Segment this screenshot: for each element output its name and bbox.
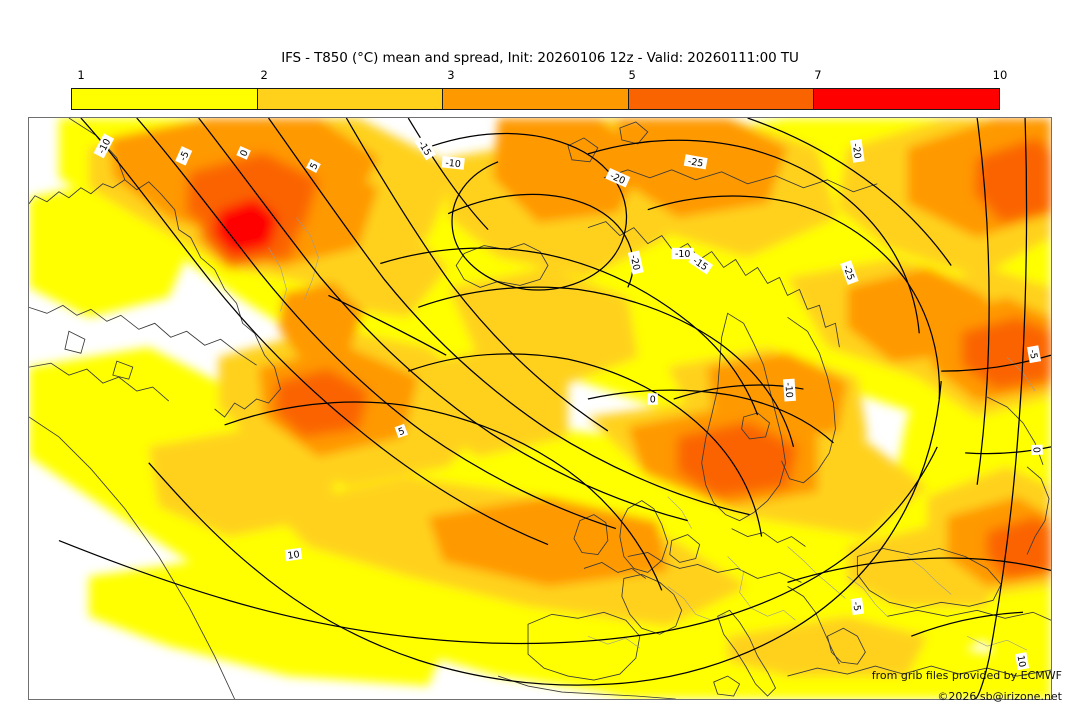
colorbar-band-2 xyxy=(257,89,444,109)
coastlines xyxy=(29,118,1051,699)
credit-copyright: ©2026 sb@irizone.net xyxy=(937,690,1062,703)
contour-label: 10 xyxy=(1015,652,1030,671)
colorbar-gradient xyxy=(71,88,1000,110)
contour-label: 5 xyxy=(306,158,321,173)
colorbar-tick-5: 5 xyxy=(628,68,636,82)
contour-label: 0 xyxy=(236,145,251,160)
colorbar-tick-1: 1 xyxy=(77,68,85,82)
colorbar-tick-10: 10 xyxy=(992,68,1008,82)
colorbar: 1 2 3 5 7 10 xyxy=(71,68,1007,110)
credit-source: from grib files provided by ECMWF xyxy=(871,669,1062,682)
svg-text:-5: -5 xyxy=(850,601,862,612)
svg-text:-10: -10 xyxy=(445,158,462,171)
contour-label: -5 xyxy=(850,597,865,616)
svg-text:10: 10 xyxy=(287,549,300,562)
contour-label: -25 xyxy=(683,154,708,170)
contour-label: -20 xyxy=(628,250,644,275)
map-canvas: -10-5 05 -10-15-25-20-15-20 -10-20-25-5-100… xyxy=(29,118,1051,699)
svg-text:-25: -25 xyxy=(841,264,857,282)
contour-label: 0 xyxy=(647,393,658,406)
colorbar-band-1 xyxy=(72,89,258,109)
svg-text:-20: -20 xyxy=(628,254,642,271)
contour-label: 0 xyxy=(1030,444,1043,456)
contour-label: -25 xyxy=(840,260,859,285)
contour-label: -20 xyxy=(850,139,865,163)
svg-text:5: 5 xyxy=(308,161,321,171)
contour-label: -5 xyxy=(175,146,193,166)
colorbar-tick-2: 2 xyxy=(260,68,268,82)
contour-label: -10 xyxy=(671,247,694,260)
colorbar-band-5 xyxy=(814,89,999,109)
contour-label: 10 xyxy=(284,547,303,562)
colorbar-tick-3: 3 xyxy=(447,68,455,82)
svg-text:5: 5 xyxy=(397,426,406,438)
weather-map[interactable]: -10 -5 0 5 -10 -15 -25 -20 -15 -20 -10 -20 -25 -5 -10 0… xyxy=(28,117,1052,700)
svg-text:-5: -5 xyxy=(178,150,192,163)
spread-shading xyxy=(29,118,1051,699)
svg-text:10: 10 xyxy=(1015,654,1028,668)
page-title: IFS - T850 (°C) mean and spread, Init: 2… xyxy=(281,50,799,66)
contour-label: -10 xyxy=(441,155,465,171)
colorbar-tick-labels: 1 2 3 5 7 10 xyxy=(71,68,1007,86)
contour-label: -5 xyxy=(1027,345,1042,364)
svg-text:-10: -10 xyxy=(782,382,794,398)
contour-lines xyxy=(58,118,1051,699)
colorbar-tick-7: 7 xyxy=(814,68,822,82)
colorbar-band-4 xyxy=(628,89,815,109)
svg-text:-10: -10 xyxy=(675,249,690,260)
svg-text:0: 0 xyxy=(1030,447,1041,453)
svg-text:0: 0 xyxy=(238,148,251,158)
country-borders xyxy=(268,217,1036,651)
colorbar-band-3 xyxy=(443,89,629,109)
svg-text:-20: -20 xyxy=(850,143,863,160)
contour-label: 5 xyxy=(394,423,408,438)
svg-text:0: 0 xyxy=(650,395,656,406)
svg-text:-25: -25 xyxy=(687,156,704,170)
svg-text:-5: -5 xyxy=(1027,349,1039,360)
contour-label: -10 xyxy=(782,378,797,402)
